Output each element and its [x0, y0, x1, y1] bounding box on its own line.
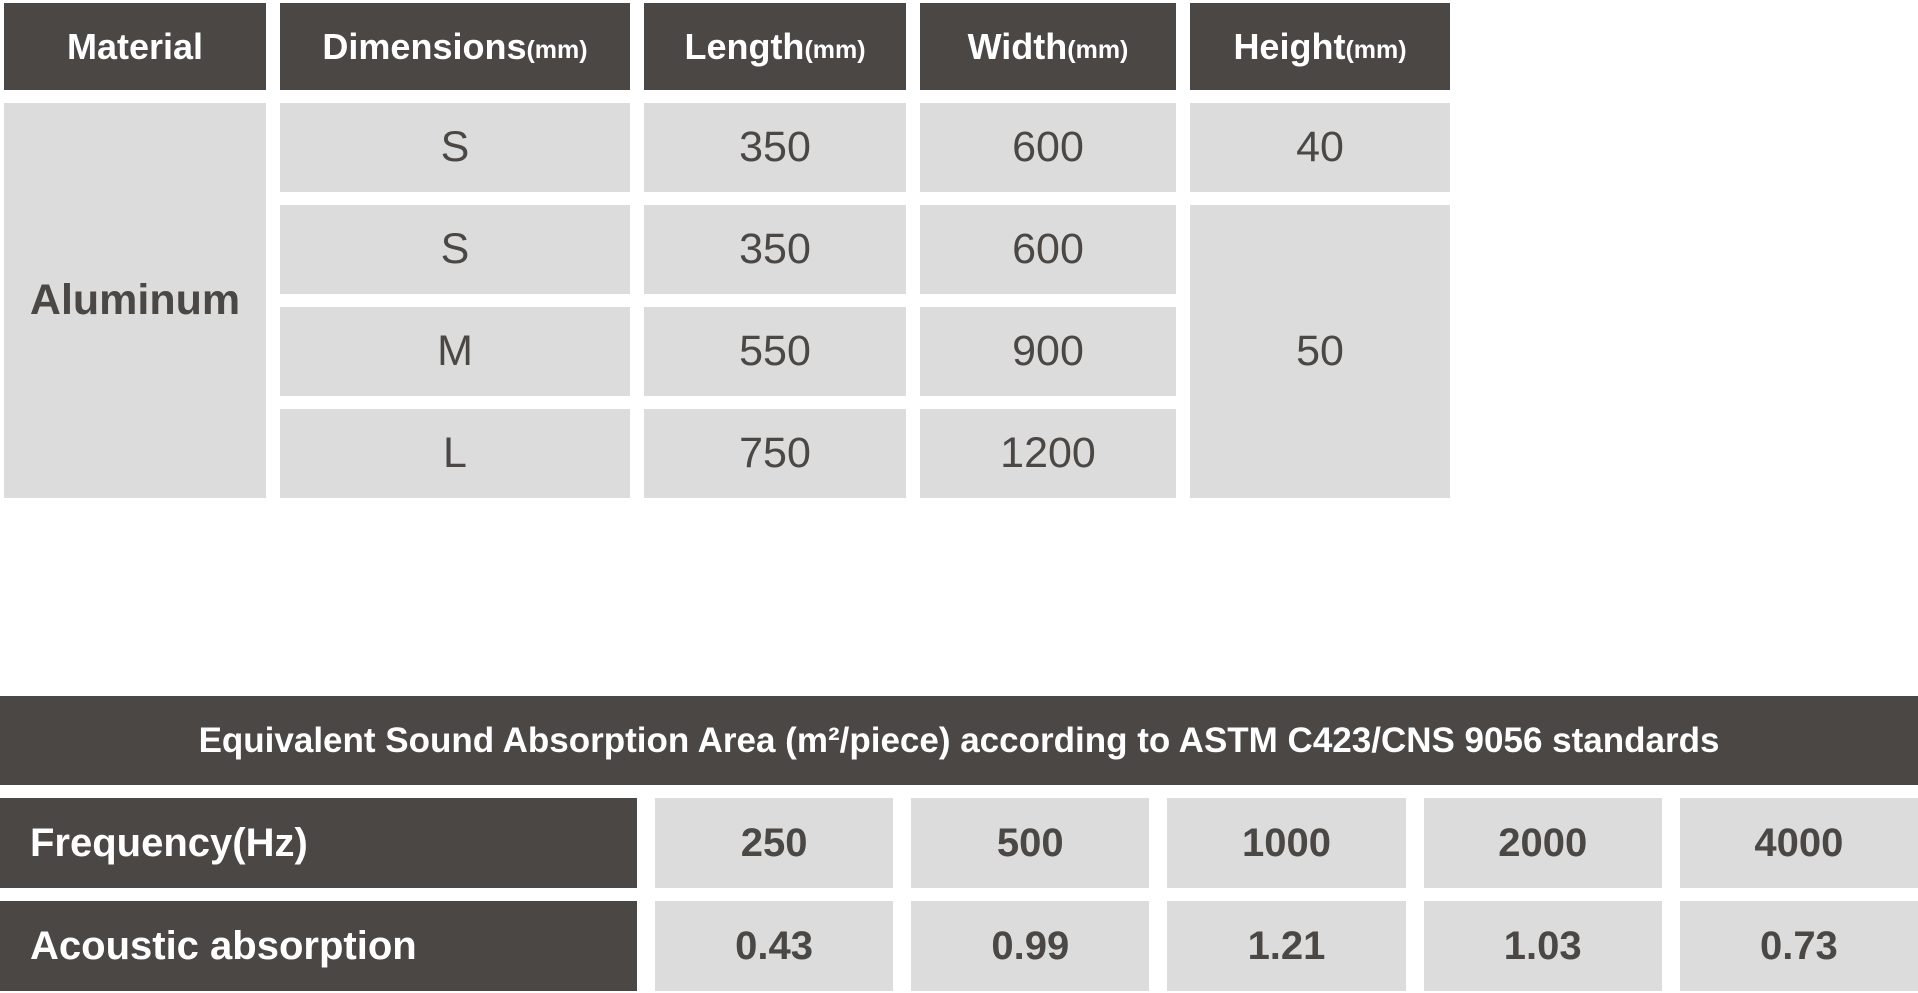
frequency-value: 500: [911, 798, 1150, 888]
column-header-height: Height (mm): [1190, 3, 1450, 90]
header-unit: (mm): [804, 36, 866, 64]
length-cell: 750: [644, 409, 906, 498]
size-cell: S: [280, 205, 630, 294]
width-cell: 900: [920, 307, 1176, 396]
column-header-length: Length (mm): [644, 3, 906, 90]
size-cell: L: [280, 409, 630, 498]
length-cell: 550: [644, 307, 906, 396]
dimensions-table: Material Dimensions (mm) Length (mm) Width…: [4, 3, 1450, 498]
frequency-value: 4000: [1679, 798, 1918, 888]
absorption-table: Frequency(Hz) 250 500 1000 2000 4000 Aco…: [0, 798, 1918, 991]
frequency-value: 2000: [1423, 798, 1662, 888]
header-label: Length: [684, 25, 805, 67]
frequency-value: 250: [655, 798, 894, 888]
header-label: Width: [967, 25, 1068, 67]
absorption-value: 0.73: [1679, 901, 1918, 991]
width-cell: 1200: [920, 409, 1176, 498]
size-cell: M: [280, 307, 630, 396]
absorption-value: 1.03: [1423, 901, 1662, 991]
header-label: Material: [66, 25, 204, 67]
column-header-dimensions: Dimensions (mm): [280, 3, 630, 90]
frequency-row-label: Frequency(Hz): [0, 798, 637, 888]
absorption-row-label: Acoustic absorption: [0, 901, 637, 991]
header-label: Dimensions: [322, 25, 527, 67]
length-cell: 350: [644, 103, 906, 192]
absorption-value: 0.43: [655, 901, 894, 991]
length-cell: 350: [644, 205, 906, 294]
absorption-value: 0.99: [911, 901, 1150, 991]
frequency-value: 1000: [1167, 798, 1406, 888]
absorption-title-banner: Equivalent Sound Absorption Area (m²/pie…: [0, 696, 1918, 785]
material-cell: Aluminum: [4, 103, 266, 498]
header-unit: (mm): [1345, 36, 1407, 64]
height-merged-cell: 50: [1190, 205, 1450, 498]
header-label: Height: [1233, 25, 1346, 67]
header-unit: (mm): [1067, 36, 1129, 64]
header-unit: (mm): [526, 36, 588, 64]
size-cell: S: [280, 103, 630, 192]
width-cell: 600: [920, 205, 1176, 294]
height-cell: 40: [1190, 103, 1450, 192]
column-header-material: Material: [4, 3, 266, 90]
width-cell: 600: [920, 103, 1176, 192]
absorption-value: 1.21: [1167, 901, 1406, 991]
column-header-width: Width (mm): [920, 3, 1176, 90]
